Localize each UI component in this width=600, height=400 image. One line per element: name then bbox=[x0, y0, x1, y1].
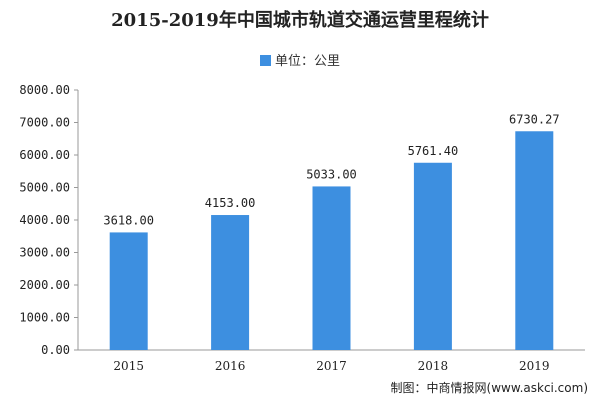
y-tick-label: 5000.00 bbox=[19, 181, 70, 195]
legend-label: 单位：公里 bbox=[274, 54, 340, 69]
y-tick-label: 2000.00 bbox=[19, 278, 70, 292]
data-label: 3618.00 bbox=[103, 213, 154, 227]
data-label: 5761.40 bbox=[408, 144, 459, 158]
data-label: 5033.00 bbox=[306, 167, 357, 181]
y-tick-label: 6000.00 bbox=[19, 148, 70, 162]
y-tick-label: 0.00 bbox=[41, 343, 70, 357]
bar bbox=[211, 215, 250, 350]
data-label: 6730.27 bbox=[509, 112, 560, 126]
bar bbox=[312, 186, 351, 350]
y-tick-label: 1000.00 bbox=[19, 311, 70, 325]
data-label: 4153.00 bbox=[205, 196, 256, 210]
bar bbox=[515, 131, 554, 350]
x-tick-label: 2018 bbox=[418, 359, 449, 373]
source-note: 制图：中商情报网(www.askci.com) bbox=[390, 381, 588, 395]
legend-swatch bbox=[259, 55, 271, 66]
chart-title: 2015-2019年中国城市轨道交通运营里程统计 bbox=[111, 10, 489, 31]
y-tick-label: 3000.00 bbox=[19, 246, 70, 260]
y-tick-label: 7000.00 bbox=[19, 116, 70, 130]
x-tick-label: 2016 bbox=[215, 359, 246, 373]
y-tick-label: 4000.00 bbox=[19, 213, 70, 227]
bar bbox=[109, 232, 148, 350]
y-tick-label: 8000.00 bbox=[19, 83, 70, 97]
bar bbox=[413, 162, 452, 350]
x-tick-label: 2019 bbox=[519, 359, 550, 373]
x-tick-label: 2017 bbox=[316, 359, 347, 373]
legend: 单位：公里 bbox=[0, 50, 600, 69]
x-tick-label: 2015 bbox=[113, 359, 144, 373]
